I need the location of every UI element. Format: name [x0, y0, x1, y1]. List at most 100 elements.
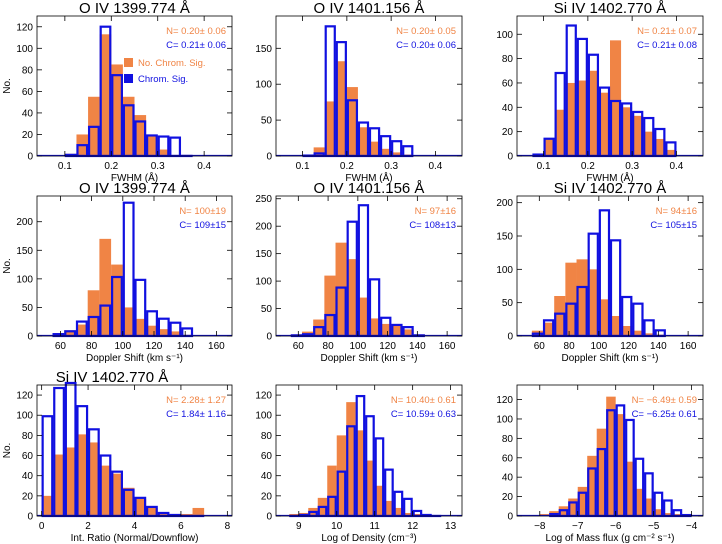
no-chrom-bar — [621, 326, 633, 336]
no-chrom-bar — [355, 430, 366, 516]
y-tick-label: 250 — [255, 194, 272, 205]
histogram-panel-1: 0.1 0.2 0.3 0.4 0 20 40 60 80 100 120 FWHM (Å) No. O … — [2, 0, 233, 184]
legend-label: No. Chrom. Sig. — [138, 58, 206, 69]
plot-frame — [516, 195, 704, 337]
x-tick-label: 140 — [650, 341, 667, 352]
no-chrom-bar — [654, 138, 666, 156]
x-tick-label: 0.2 — [340, 161, 354, 172]
x-tick-label: 4 — [132, 521, 138, 532]
no-chrom-bar — [336, 435, 347, 516]
no-chrom-bar — [146, 325, 158, 336]
no-chrom-bar — [598, 92, 610, 156]
y-tick-label: 80 — [502, 434, 514, 445]
no-chrom-bar — [99, 238, 112, 336]
y-tick-label: 150 — [496, 232, 513, 243]
y-tick-label: 0 — [507, 152, 513, 163]
x-tick-label: 160 — [439, 341, 456, 352]
y-tick-label: 100 — [496, 414, 513, 425]
plot-frame — [36, 195, 233, 337]
no-chrom-bar — [87, 290, 100, 336]
no-chrom-bar — [53, 454, 65, 516]
no-chrom-bar — [157, 329, 170, 336]
no-chrom-bar — [99, 465, 112, 516]
y-tick-label: 120 — [255, 391, 272, 402]
x-tick-label: 80 — [323, 341, 335, 352]
y-tick-label: 60 — [22, 87, 34, 98]
no-chrom-bar — [644, 498, 654, 516]
y-tick-label: 0 — [27, 512, 33, 523]
plot-frame — [275, 195, 463, 337]
c-stat-annotation: C= 0.21± 0.08 — [637, 40, 697, 51]
plot-frame — [516, 15, 704, 157]
x-tick-label: 0.2 — [104, 161, 118, 172]
x-tick-label: 11 — [369, 521, 380, 532]
no-chrom-bar — [122, 487, 135, 516]
x-tick-label: 60 — [293, 341, 305, 352]
n-stat-annotation: N= 2.28± 1.27 — [166, 395, 226, 406]
x-tick-label: 0.1 — [296, 161, 310, 172]
no-chrom-bar — [357, 297, 369, 336]
c-stat-annotation: C= 108±13 — [409, 220, 456, 231]
x-tick-label: 6 — [178, 521, 184, 532]
y-axis-label: No. — [2, 443, 13, 459]
no-chrom-bar — [587, 70, 599, 156]
no-chrom-bar — [369, 318, 381, 336]
x-axis-label: FWHM (Å) — [345, 171, 392, 184]
y-tick-label: 80 — [502, 54, 514, 65]
no-chrom-bar — [346, 402, 356, 516]
no-chrom-bar — [596, 428, 607, 516]
no-chrom-bar — [313, 147, 325, 156]
no-chrom-bar — [615, 414, 626, 516]
n-stat-annotation: N= 0.20± 0.05 — [396, 26, 456, 37]
no-chrom-bar — [146, 135, 158, 156]
y-tick-label: 200 — [16, 217, 33, 228]
x-tick-label: 0 — [39, 521, 45, 532]
no-chrom-bar — [565, 82, 577, 156]
y-tick-label: 50 — [261, 304, 273, 315]
chart-title: Si IV 1402.770 Å — [554, 180, 667, 197]
histogram-panel-8: 9 10 11 12 13 0 20 40 60 80 100 120 Log of Density (… — [255, 384, 463, 544]
histogram-panel-2: 0.1 0.2 0.3 0.4 0 50 100 150 FWHM (Å) O IV 1401.1… — [255, 0, 463, 184]
x-axis-label: FWHM (Å) — [111, 171, 158, 184]
x-axis-label: Doppler Shift (km s⁻¹) — [321, 353, 418, 364]
no-chrom-bar — [374, 485, 385, 516]
no-chrom-bar — [192, 507, 205, 516]
no-chrom-bar — [576, 80, 588, 156]
legend-label: Chrom. Sig. — [138, 74, 188, 85]
no-chrom-bar — [606, 396, 616, 516]
x-tick-label: 120 — [620, 341, 637, 352]
x-tick-label: 0.3 — [625, 161, 639, 172]
no-chrom-bar — [64, 330, 76, 336]
y-tick-label: 60 — [22, 451, 34, 462]
y-tick-label: 120 — [16, 391, 33, 402]
y-tick-label: 100 — [496, 265, 513, 276]
y-tick-label: 80 — [261, 431, 273, 442]
no-chrom-bar — [134, 318, 147, 336]
y-tick-label: 40 — [22, 108, 34, 119]
no-chrom-bar — [643, 333, 655, 336]
y-tick-label: 100 — [255, 277, 272, 288]
legend-swatch-no-chrom — [124, 58, 133, 67]
legend: No. Chrom. Sig. Chrom. Sig. — [124, 58, 206, 85]
no-chrom-bar — [327, 465, 337, 516]
y-tick-label: 0 — [266, 332, 272, 343]
x-tick-label: 0.3 — [384, 161, 398, 172]
y-tick-label: 40 — [22, 471, 34, 482]
x-tick-label: 0.1 — [58, 161, 72, 172]
no-chrom-bar — [41, 495, 54, 516]
no-chrom-bar — [169, 331, 182, 336]
no-chrom-bar — [76, 324, 88, 336]
histogram-panel-6: 60 80 100 120 140 160 0 50 100 150 200 Doppler Shif… — [496, 180, 704, 364]
chart-title: O IV 1401.156 Å — [314, 0, 425, 17]
no-chrom-bar — [346, 87, 358, 156]
no-chrom-bar — [554, 109, 566, 156]
no-chrom-bar — [335, 242, 347, 336]
y-tick-label: 20 — [502, 127, 514, 138]
chrom-bar — [169, 136, 182, 158]
no-chrom-bar — [122, 307, 135, 336]
y-tick-label: 100 — [496, 30, 513, 41]
no-chrom-bar — [610, 316, 622, 336]
x-axis-label: Doppler Shift (km s⁻¹) — [86, 353, 183, 364]
x-tick-label: 10 — [331, 521, 343, 532]
